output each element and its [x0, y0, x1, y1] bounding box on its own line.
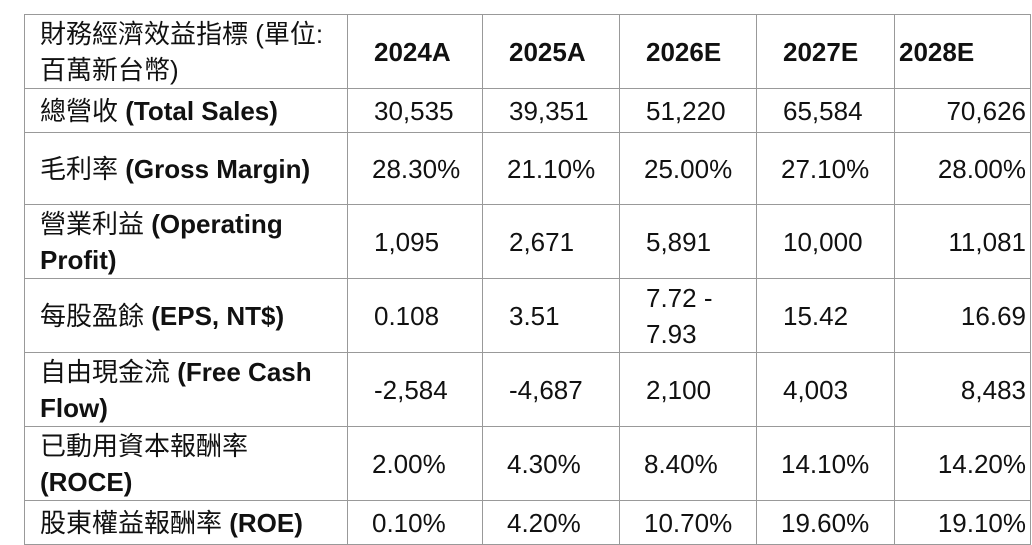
table-cell: 27.10%: [756, 132, 895, 205]
table-cell: 11,081: [894, 204, 1031, 279]
table-cell: 51,220: [619, 88, 757, 133]
table-row: 已動用資本報酬率 (ROCE) 2.00% 4.30% 8.40% 14.10% …: [24, 426, 1031, 501]
table-cell: 2,100: [619, 352, 757, 427]
row-label-zh: 毛利率: [40, 153, 119, 184]
row-label-en: (ROCE): [40, 466, 133, 497]
row-label-en: (Total Sales): [125, 95, 278, 126]
row-label-zh: 已動用資本報酬率: [40, 430, 249, 461]
table-cell: 0.108: [347, 278, 483, 353]
table-cell: 10.70%: [619, 500, 757, 545]
table-row: 每股盈餘 (EPS, NT$) 0.108 3.51 7.72 - 7.93 1…: [24, 278, 1031, 353]
financial-indicators-table: 財務經濟效益指標 (單位: 百萬新台幣) 2024A 2025A 2026E 2…: [24, 14, 1031, 545]
table-cell: 1,095: [347, 204, 483, 279]
table-cell: 0.10%: [347, 500, 483, 545]
table-cell: 28.00%: [894, 132, 1031, 205]
row-label: 營業利益 (Operating Profit): [24, 204, 348, 279]
header-year: 2025A: [482, 14, 620, 89]
table-cell: -4,687: [482, 352, 620, 427]
row-label-zh: 總營收: [40, 95, 119, 126]
table-cell: 8.40%: [619, 426, 757, 501]
table-cell: 10,000: [756, 204, 895, 279]
row-label: 已動用資本報酬率 (ROCE): [24, 426, 348, 501]
row-label-zh: 股東權益報酬率: [40, 507, 223, 538]
table-cell: 2,671: [482, 204, 620, 279]
table-cell: 39,351: [482, 88, 620, 133]
header-year: 2028E: [894, 14, 1031, 89]
table-row: 毛利率 (Gross Margin) 28.30% 21.10% 25.00% …: [24, 132, 1031, 205]
row-label-en: (Free Cash Flow): [40, 356, 312, 423]
table-cell: 2.00%: [347, 426, 483, 501]
table-cell: 25.00%: [619, 132, 757, 205]
row-label-zh: 每股盈餘: [40, 300, 145, 331]
table-cell: 8,483: [894, 352, 1031, 427]
table-row: 總營收 (Total Sales) 30,535 39,351 51,220 6…: [24, 88, 1031, 133]
table-row: 營業利益 (Operating Profit) 1,095 2,671 5,89…: [24, 204, 1031, 279]
table-header-row: 財務經濟效益指標 (單位: 百萬新台幣) 2024A 2025A 2026E 2…: [24, 14, 1031, 89]
row-label-zh: 自由現金流: [40, 356, 171, 387]
table-cell: 21.10%: [482, 132, 620, 205]
table-cell: 16.69: [894, 278, 1031, 353]
row-label-en: (ROE): [229, 507, 303, 538]
row-label-en: (EPS, NT$): [151, 300, 285, 331]
table-cell: 3.51: [482, 278, 620, 353]
row-label: 自由現金流 (Free Cash Flow): [24, 352, 348, 427]
row-label: 每股盈餘 (EPS, NT$): [24, 278, 348, 353]
header-year: 2024A: [347, 14, 483, 89]
table-cell: 70,626: [894, 88, 1031, 133]
row-label-en: (Gross Margin): [125, 153, 311, 184]
table-cell: -2,584: [347, 352, 483, 427]
header-year: 2027E: [756, 14, 895, 89]
table-row: 自由現金流 (Free Cash Flow) -2,584 -4,687 2,1…: [24, 352, 1031, 427]
table-cell: 15.42: [756, 278, 895, 353]
table-cell: 28.30%: [347, 132, 483, 205]
table-cell: 14.10%: [756, 426, 895, 501]
row-label: 總營收 (Total Sales): [24, 88, 348, 133]
table-cell: 4.20%: [482, 500, 620, 545]
row-label-zh: 營業利益: [40, 208, 145, 239]
header-metric: 財務經濟效益指標 (單位: 百萬新台幣): [24, 14, 348, 89]
row-label-en: (Operating Profit): [40, 208, 283, 275]
table-cell: 19.10%: [894, 500, 1031, 545]
header-year: 2026E: [619, 14, 757, 89]
row-label: 毛利率 (Gross Margin): [24, 132, 348, 205]
table-cell: 4,003: [756, 352, 895, 427]
table-cell: 5,891: [619, 204, 757, 279]
table-cell: 7.72 - 7.93: [619, 278, 757, 353]
table-cell: 14.20%: [894, 426, 1031, 501]
table-cell: 30,535: [347, 88, 483, 133]
table-cell: 4.30%: [482, 426, 620, 501]
table-cell: 65,584: [756, 88, 895, 133]
table-cell: 19.60%: [756, 500, 895, 545]
table-row: 股東權益報酬率 (ROE) 0.10% 4.20% 10.70% 19.60% …: [24, 500, 1031, 545]
row-label: 股東權益報酬率 (ROE): [24, 500, 348, 545]
